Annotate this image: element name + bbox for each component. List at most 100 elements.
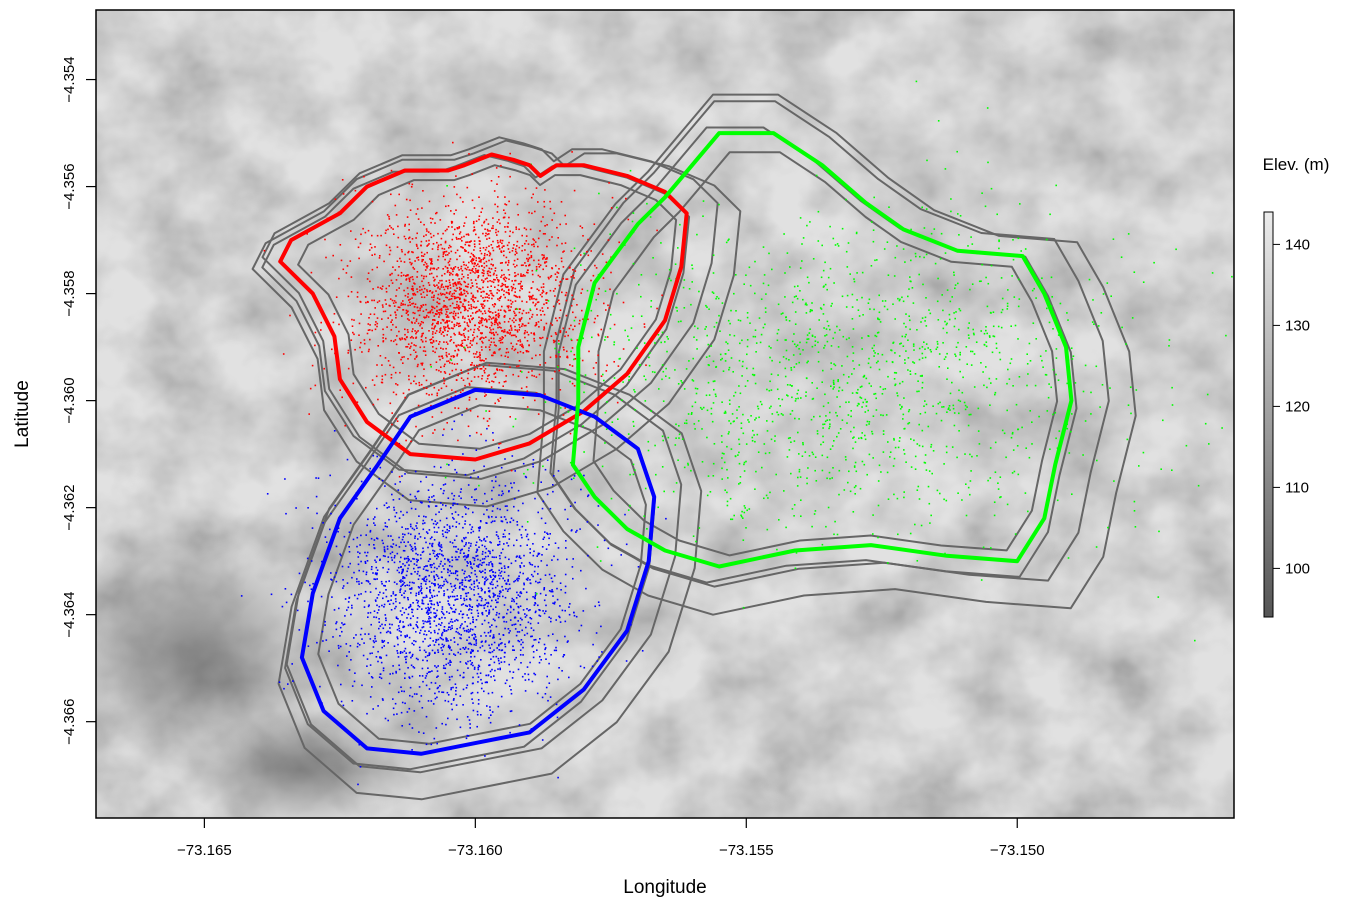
location-point — [565, 314, 568, 317]
location-point — [533, 604, 536, 606]
location-point — [440, 502, 442, 504]
location-point — [498, 555, 501, 557]
location-point — [453, 495, 456, 497]
location-point — [481, 576, 484, 578]
location-point — [532, 651, 535, 653]
location-point — [506, 348, 508, 350]
location-point — [443, 300, 445, 302]
location-point — [514, 291, 516, 293]
location-point — [555, 619, 557, 621]
location-point — [441, 722, 443, 725]
location-point — [415, 331, 418, 333]
location-point — [373, 547, 376, 549]
location-point — [392, 665, 394, 667]
location-point — [1245, 387, 1247, 389]
location-point — [496, 584, 499, 587]
location-point — [459, 325, 462, 327]
location-point — [462, 303, 464, 305]
location-point — [486, 681, 488, 684]
location-point — [525, 578, 528, 581]
location-point — [542, 216, 544, 218]
location-point — [632, 262, 635, 265]
location-point — [864, 398, 867, 401]
location-point — [490, 318, 493, 320]
location-point — [442, 331, 444, 333]
location-point — [544, 233, 546, 235]
location-point — [472, 649, 474, 652]
location-point — [477, 476, 479, 478]
location-point — [411, 611, 413, 614]
location-point — [358, 334, 360, 336]
location-point — [368, 543, 370, 546]
location-point — [482, 307, 484, 309]
location-point — [455, 284, 458, 287]
location-point — [467, 648, 470, 650]
location-point — [356, 498, 358, 500]
location-point — [392, 499, 395, 501]
location-point — [502, 577, 504, 580]
location-point — [357, 783, 359, 786]
location-point — [499, 337, 501, 340]
location-point — [475, 257, 478, 259]
location-point — [347, 367, 350, 370]
location-point — [496, 333, 499, 336]
location-point — [440, 560, 442, 563]
location-point — [356, 545, 358, 548]
location-point — [573, 475, 576, 477]
location-point — [522, 352, 525, 354]
location-point — [459, 626, 461, 629]
location-point — [488, 374, 490, 376]
location-point — [462, 647, 464, 649]
location-point — [476, 585, 479, 587]
location-point — [320, 329, 322, 331]
location-point — [503, 620, 505, 623]
location-point — [550, 654, 552, 656]
location-point — [422, 547, 424, 550]
location-point — [481, 544, 484, 547]
location-point — [990, 382, 992, 384]
location-point — [481, 271, 483, 274]
location-point — [418, 587, 421, 589]
location-point — [386, 326, 388, 328]
location-point — [968, 413, 971, 416]
location-point — [429, 537, 432, 540]
location-point — [410, 342, 413, 344]
location-point — [371, 379, 374, 381]
location-point — [449, 258, 452, 260]
location-point — [341, 396, 343, 399]
location-point — [1185, 444, 1188, 447]
location-point — [500, 575, 502, 577]
location-point — [493, 556, 495, 559]
location-point — [430, 258, 433, 260]
location-point — [500, 164, 502, 167]
location-point — [507, 264, 509, 266]
location-point — [404, 635, 406, 637]
location-point — [544, 393, 546, 395]
location-point — [921, 387, 924, 389]
location-point — [441, 279, 443, 282]
location-point — [458, 522, 461, 525]
location-point — [479, 559, 482, 562]
location-point — [490, 244, 493, 246]
location-point — [526, 666, 529, 668]
location-point — [485, 439, 487, 442]
location-point — [460, 604, 463, 606]
location-point — [549, 276, 552, 278]
location-point — [360, 341, 362, 344]
location-point — [285, 512, 287, 515]
location-point — [418, 686, 421, 688]
location-point — [957, 399, 960, 402]
location-point — [540, 314, 542, 316]
location-point — [500, 309, 502, 311]
location-point — [377, 609, 380, 611]
location-point — [501, 649, 504, 651]
location-point — [520, 662, 522, 664]
location-point — [390, 535, 392, 537]
location-point — [446, 528, 448, 531]
location-point — [429, 644, 431, 646]
location-point — [517, 611, 520, 613]
location-point — [533, 532, 536, 535]
location-point — [625, 197, 627, 200]
location-point — [893, 457, 896, 460]
location-point — [538, 641, 540, 644]
